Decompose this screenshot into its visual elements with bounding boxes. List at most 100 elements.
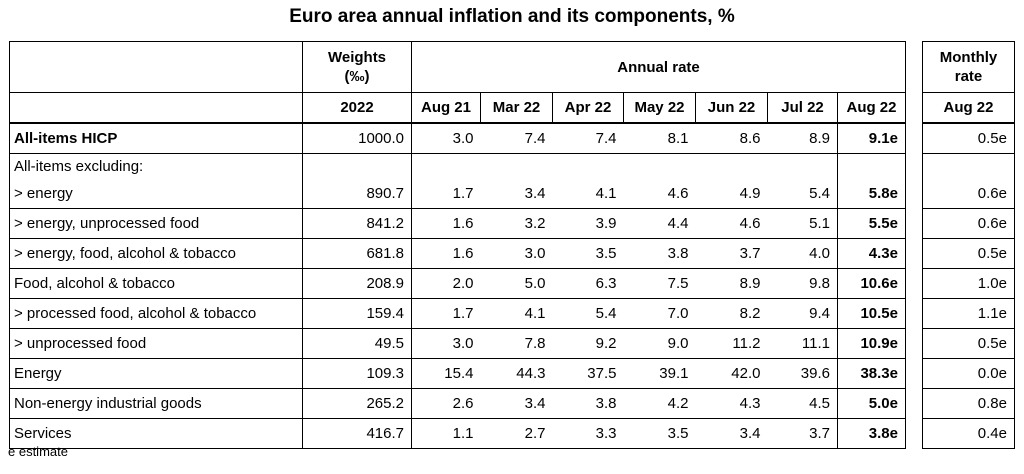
weight-cell: 265.2 (302, 388, 412, 419)
weights-header-line2: (‰) (344, 68, 370, 85)
monthly-row: 0.6e (922, 179, 1015, 209)
column-header: Jul 22 (767, 92, 838, 124)
row-label: All-items HICP (9, 123, 303, 154)
rate-cell: 1.6 (411, 238, 481, 269)
rate-cell: 6.3 (552, 268, 624, 299)
monthly-row: 0.6e (922, 208, 1015, 239)
table-row: > processed food, alcohol & tobacco 159.4… (9, 298, 906, 329)
rate-cell: 5.4 (767, 179, 838, 209)
row-label: > energy, food, alcohol & tobacco (9, 238, 303, 269)
monthly-rate-cell: 0.5e (922, 123, 1015, 154)
rate-cell: 4.6 (695, 208, 768, 239)
rate-cell: 10.6e (837, 268, 906, 299)
monthly-header-line1: Monthly (939, 49, 998, 66)
rate-cell: 4.9 (695, 179, 768, 209)
rate-cell: 3.7 (767, 418, 838, 449)
monthly-rate-table: Monthly rate Aug 22 0.5e 0.6e 0.6e 0.5e 1.0e… (922, 41, 1015, 449)
rate-cell: 3.4 (695, 418, 768, 449)
monthly-column-header: Aug 22 (922, 92, 1015, 124)
rate-cell: 1.6 (411, 208, 481, 239)
monthly-rate-cell: 0.6e (922, 208, 1015, 239)
weight-cell: 841.2 (302, 208, 412, 239)
weight-cell: 109.3 (302, 358, 412, 389)
rate-cell: 3.0 (480, 238, 553, 269)
rate-cell: 4.5 (767, 388, 838, 419)
footnote: e estimate (8, 444, 68, 459)
rate-cell: 8.1 (623, 123, 696, 154)
row-label: Services (9, 418, 303, 449)
rate-cell: 3.0 (411, 123, 481, 154)
rate-cell: 3.0 (411, 328, 481, 359)
rate-cell (768, 154, 838, 180)
table-row: Energy 109.3 15.4 44.3 37.5 39.1 42.0 39.6 38.3e (9, 358, 906, 389)
rate-cell: 5.0 (480, 268, 553, 299)
rate-cell: 10.5e (837, 298, 906, 329)
rate-cell: 9.2 (552, 328, 624, 359)
monthly-rate-cell: 0.5e (922, 328, 1015, 359)
monthly-rate-cell: 0.4e (922, 418, 1015, 449)
rate-cell: 3.2 (480, 208, 553, 239)
rate-cell: 8.9 (695, 268, 768, 299)
rate-cell (553, 154, 624, 180)
weights-header: Weights (‰) (302, 41, 412, 93)
monthly-header-line2: rate (954, 68, 983, 85)
rate-cell: 2.7 (480, 418, 553, 449)
table-row: Food, alcohol & tobacco 208.9 2.0 5.0 6.3 7.5… (9, 268, 906, 299)
table-row: > energy 890.7 1.7 3.4 4.1 4.6 4.9 5.4 5.8e (9, 179, 906, 209)
table-row: > unprocessed food 49.5 3.0 7.8 9.2 9.0 11.2 11… (9, 328, 906, 359)
weight-cell: 681.8 (302, 238, 412, 269)
rate-cell: 9.4 (767, 298, 838, 329)
table-row: All-items HICP 1000.0 3.0 7.4 7.4 8.1 8.6 8.9 9.… (9, 123, 906, 154)
weight-cell: 890.7 (302, 179, 412, 209)
rate-cell: 8.6 (695, 123, 768, 154)
weights-header-line1: Weights (327, 49, 387, 66)
rate-cell: 4.1 (552, 179, 624, 209)
rate-cell: 8.9 (767, 123, 838, 154)
weight-cell: 416.7 (302, 418, 412, 449)
rate-cell: 3.9 (552, 208, 624, 239)
monthly-rate-cell: 0.5e (922, 238, 1015, 269)
rate-cell: 3.8e (837, 418, 906, 449)
rate-cell: 5.1 (767, 208, 838, 239)
rate-cell: 5.0e (837, 388, 906, 419)
rate-cell: 9.8 (767, 268, 838, 299)
rate-cell (624, 154, 696, 180)
annual-rate-header: Annual rate (411, 41, 906, 93)
rate-cell: 4.6 (623, 179, 696, 209)
rate-cell: 42.0 (695, 358, 768, 389)
column-header: Aug 21 (411, 92, 481, 124)
row-label: > processed food, alcohol & tobacco (9, 298, 303, 329)
rate-cell: 8.2 (695, 298, 768, 329)
row-label: > unprocessed food (9, 328, 303, 359)
rate-cell: 5.5e (837, 208, 906, 239)
column-header-row: 2022 Aug 21 Mar 22 Apr 22 May 22 Jun 22 Jul 2… (9, 92, 906, 124)
rate-cell: 39.1 (623, 358, 696, 389)
rate-cell: 7.4 (480, 123, 553, 154)
weight-cell: 49.5 (302, 328, 412, 359)
rate-cell: 3.8 (623, 238, 696, 269)
monthly-row: 0.5e (922, 123, 1015, 154)
monthly-row: 0.0e (922, 358, 1015, 389)
rate-cell: 11.2 (695, 328, 768, 359)
rate-cell: 7.0 (623, 298, 696, 329)
monthly-row: 0.8e (922, 388, 1015, 419)
monthly-row: 0.4e (922, 418, 1015, 449)
rate-cell: 4.3 (695, 388, 768, 419)
rate-cell: 4.3e (837, 238, 906, 269)
rate-cell: 2.0 (411, 268, 481, 299)
monthly-rate-cell: 0.0e (922, 358, 1015, 389)
rate-cell: 38.3e (837, 358, 906, 389)
rate-cell: 4.0 (767, 238, 838, 269)
rate-cell: 11.1 (767, 328, 838, 359)
rate-cell: 1.7 (411, 179, 481, 209)
monthly-rate-cell (922, 153, 1015, 179)
rate-cell: 5.8e (837, 179, 906, 209)
column-header: Jun 22 (695, 92, 768, 124)
monthly-rate-cell: 1.1e (922, 298, 1015, 329)
rate-cell: 3.4 (480, 179, 553, 209)
rate-cell: 9.0 (623, 328, 696, 359)
rate-cell: 44.3 (480, 358, 553, 389)
rate-cell: 7.8 (480, 328, 553, 359)
column-header: Mar 22 (480, 92, 553, 124)
rate-cell: 3.5 (623, 418, 696, 449)
